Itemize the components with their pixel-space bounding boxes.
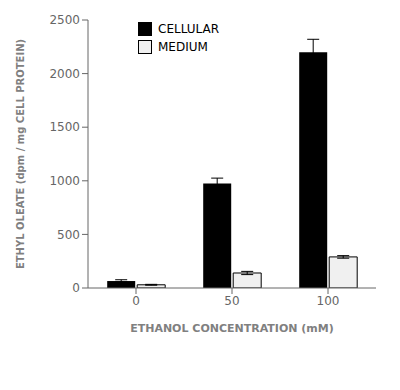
svg-text:2000: 2000 (49, 67, 80, 81)
svg-text:0: 0 (72, 281, 80, 295)
svg-text:1000: 1000 (49, 174, 80, 188)
svg-text:100: 100 (317, 294, 340, 308)
html-text:CELLULAR: CELLULAR (158, 22, 219, 36)
svg-text:1500: 1500 (49, 120, 80, 134)
html-text:MEDIUM: MEDIUM (158, 40, 208, 54)
svg-text:0: 0 (132, 294, 140, 308)
svg-text:50: 50 (224, 294, 239, 308)
svg-text:2500: 2500 (49, 13, 80, 27)
svg-text:500: 500 (57, 228, 80, 242)
svg-text:ETHYL OLEATE (dpm / mg CELL PR: ETHYL OLEATE (dpm / mg CELL PROTEIN) (15, 39, 26, 269)
svg-text:ETHANOL CONCENTRATION (mM): ETHANOL CONCENTRATION (mM) (130, 322, 334, 335)
